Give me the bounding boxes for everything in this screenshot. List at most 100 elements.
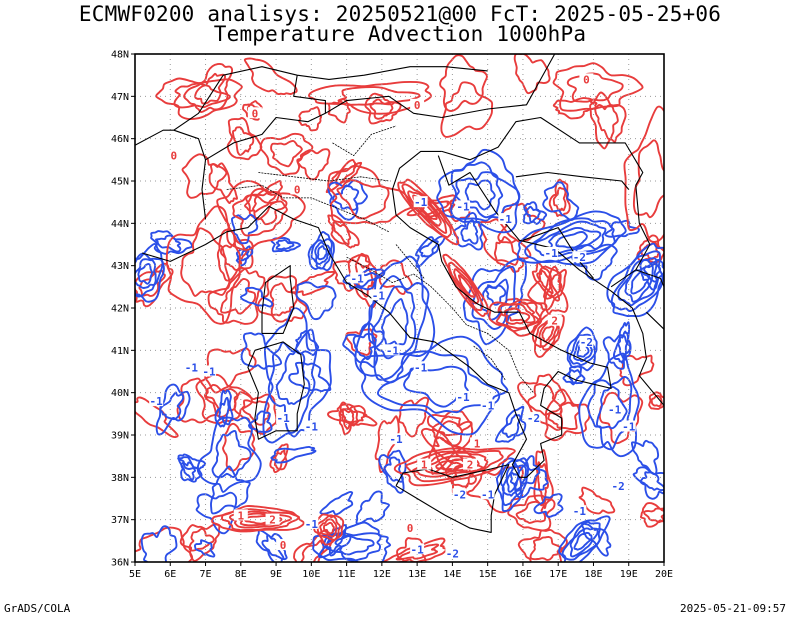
warm-advection-contour [257, 275, 308, 323]
contour-value-label: -2 [612, 480, 625, 493]
cold-advection-contour [137, 263, 153, 285]
contour-label-bg [413, 361, 428, 373]
coastline [293, 75, 326, 114]
coastlines-borders [135, 54, 664, 533]
contour-value-label: -1 [608, 404, 622, 417]
contour-label-bg [463, 458, 478, 470]
contour-label-bg [579, 335, 594, 347]
cold-advection-contour [294, 329, 320, 356]
warm-advection-contour [397, 178, 460, 246]
lat-tick-label: 42N [111, 304, 129, 315]
cold-advection-contour [195, 491, 240, 535]
cold-advection-contour [604, 219, 640, 238]
warm-advection-contour [544, 388, 591, 442]
contour-label-bg [371, 289, 386, 301]
cold-advection-contour [135, 252, 164, 298]
contour-value-label: 0 [407, 522, 414, 535]
lon-tick-label: 13E [408, 569, 426, 580]
warm-advection-contour [547, 401, 581, 430]
cold-advection-contour [275, 239, 295, 251]
coastline [515, 171, 630, 190]
contour-value-label: -1 [185, 361, 199, 374]
warm-advection-contour [220, 508, 300, 532]
warm-advection-contour [233, 391, 278, 435]
warm-advection-contour [453, 268, 480, 305]
contour-label-bg [202, 365, 217, 377]
lat-tick-label: 39N [111, 431, 129, 442]
contour-value-label: -1 [351, 272, 365, 285]
contour-label-bg [304, 420, 319, 432]
contour-label-bg [276, 412, 291, 424]
cold-advection-contour [155, 234, 182, 253]
warm-advection-contour [364, 92, 402, 125]
warm-advection-contour [323, 521, 335, 535]
cold-advection-contour [534, 220, 607, 258]
warm-advection-contour [180, 227, 231, 297]
cold-advection-contour [630, 271, 651, 295]
warm-advection-contour [135, 526, 194, 562]
lat-tick-label: 48N [111, 50, 129, 61]
warm-advection-contour [211, 505, 305, 533]
warm-advection-contour [188, 527, 215, 552]
footer-timestamp: 2025-05-21-09:57 [680, 602, 786, 615]
cold-advection-contour [317, 245, 328, 261]
cold-advection-contour [460, 219, 479, 245]
contour-value-label: -1 [481, 399, 495, 412]
lat-tick-label: 38N [111, 473, 129, 484]
cold-advection-contour [270, 445, 317, 464]
contour-value-label: 2 [269, 514, 276, 527]
warm-advection-contour [207, 267, 266, 325]
warm-advection-contour [435, 458, 469, 472]
cold-advection-contour [480, 278, 509, 321]
lat-tick-label: 36N [111, 558, 129, 569]
warm-advection-contour [203, 347, 257, 394]
warm-advection-contour [241, 399, 271, 426]
contour-label-bg [166, 149, 181, 161]
contour-value-label: -2 [446, 548, 459, 561]
cold-advection-contour [159, 391, 185, 421]
contour-value-label: -1 [456, 200, 470, 213]
warm-advection-contour [447, 261, 484, 312]
warm-advection-contour [552, 186, 567, 212]
warm-advection-contour [648, 391, 664, 410]
contour-value-label: 2 [467, 459, 474, 472]
warm-advection-contour [269, 443, 289, 474]
warm-advection-contour [552, 62, 644, 112]
lon-tick-label: 16E [514, 569, 532, 580]
cold-advection-contour [314, 241, 331, 265]
warm-advection-contour [407, 190, 448, 234]
lat-tick-label: 46N [111, 134, 129, 145]
cold-advection-contour [180, 461, 197, 481]
warm-advection-contour [398, 396, 430, 438]
warm-advection-contour [493, 236, 525, 274]
lon-tick-label: 20E [655, 569, 673, 580]
lon-tick-label: 7E [200, 569, 212, 580]
cold-advection-contour [267, 328, 318, 434]
contour-value-label: -1 [573, 505, 587, 518]
warm-advection-contour [503, 307, 531, 325]
contour-value-label: -1 [276, 412, 290, 425]
cold-advection-contour [595, 386, 628, 430]
region-border [258, 172, 389, 182]
lat-tick-label: 40N [111, 388, 129, 399]
warm-advection-contour [183, 63, 234, 113]
contour-label-bg [410, 98, 425, 110]
warm-advection-contour [270, 140, 303, 168]
warm-advection-contour [327, 214, 360, 249]
cold-advection-contour [561, 520, 601, 561]
region-border [346, 256, 534, 393]
cold-advection-contour [383, 456, 404, 483]
cold-advection-contour [506, 471, 520, 493]
cold-advection-contour [566, 326, 598, 372]
warm-advection-contour [393, 447, 516, 487]
cold-advection-contour [275, 349, 311, 405]
contour-label-bg [572, 251, 587, 263]
cold-advection-contour [196, 416, 262, 493]
warm-advection-contour [517, 528, 568, 562]
contour-value-label: -2 [573, 251, 586, 264]
warm-advection-contour [327, 403, 378, 427]
contour-label-bg [498, 213, 513, 225]
warm-advection-contour [527, 265, 569, 315]
contour-label-bg [480, 488, 495, 500]
contour-label-bg [385, 344, 400, 356]
